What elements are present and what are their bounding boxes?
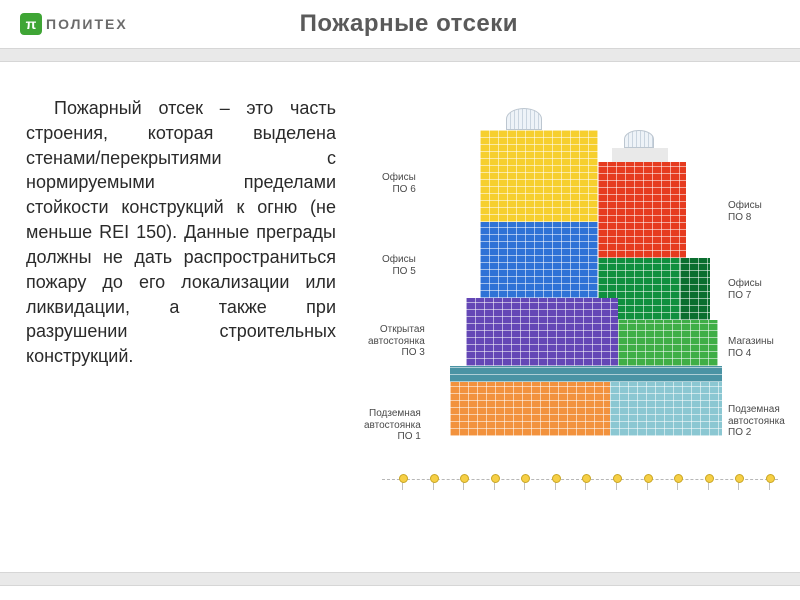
compartment-roof8 <box>612 148 668 162</box>
compartment-label: ПодземнаяавтостоянкаПО 2 <box>728 404 785 439</box>
axis-tick <box>708 480 709 490</box>
logo-text: ПОЛИТЕХ <box>46 16 128 32</box>
logo: π ПОЛИТЕХ <box>20 13 128 35</box>
axis-tick <box>585 480 586 490</box>
header-divider <box>0 48 800 62</box>
compartment-po2 <box>610 382 722 436</box>
compartment-label: МагазиныПО 4 <box>728 336 774 359</box>
content: Пожарный отсек – это часть строения, кот… <box>0 62 800 526</box>
axis-tick <box>433 480 434 490</box>
axis-tick <box>616 480 617 490</box>
fire-compartment-diagram: ОфисыПО 6 ОфисыПО 5 ОткрытаяавтостоянкаПО … <box>356 96 774 526</box>
logo-badge-icon: π <box>20 13 42 35</box>
axis-tick <box>524 480 525 490</box>
axis-ticks <box>402 480 770 496</box>
axis-tick <box>402 480 403 490</box>
compartment-po7b <box>680 258 710 320</box>
axis-tick <box>677 480 678 490</box>
compartment-po1 <box>450 382 610 436</box>
compartment-po3 <box>466 298 618 366</box>
axis-tick <box>738 480 739 490</box>
compartment-label: ОфисыПО 5 <box>382 254 416 277</box>
compartment-po4 <box>618 320 718 366</box>
dome-icon <box>624 130 654 148</box>
axis-tick <box>555 480 556 490</box>
dome-icon <box>506 108 542 130</box>
compartment-label: ОфисыПО 6 <box>382 172 416 195</box>
axis-tick <box>463 480 464 490</box>
footer-divider <box>0 572 800 586</box>
axis-tick <box>769 480 770 490</box>
compartment-po8 <box>598 162 686 258</box>
definition-paragraph: Пожарный отсек – это часть строения, кот… <box>26 96 336 526</box>
compartment-po6 <box>480 130 598 222</box>
header: π ПОЛИТЕХ Пожарные отсеки <box>0 0 800 48</box>
axis-tick <box>647 480 648 490</box>
page-title: Пожарные отсеки <box>128 10 690 38</box>
compartment-label: ОфисыПО 8 <box>728 200 762 223</box>
axis-tick <box>494 480 495 490</box>
compartment-po5 <box>480 222 598 298</box>
compartment-label: ОфисыПО 7 <box>728 278 762 301</box>
compartment-band <box>450 366 722 382</box>
compartment-label: ПодземнаяавтостоянкаПО 1 <box>364 408 421 443</box>
compartment-label: ОткрытаяавтостоянкаПО 3 <box>368 324 425 359</box>
